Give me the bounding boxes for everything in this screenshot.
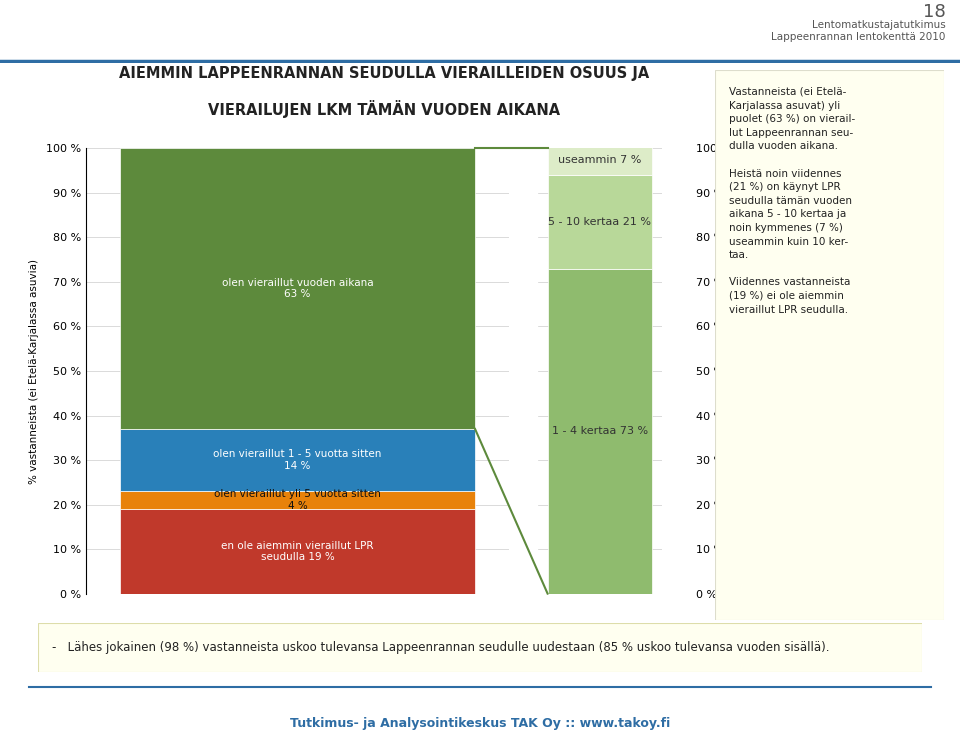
Text: Tutkimus- ja Analysointikeskus TAK Oy :: www.takoy.fi: Tutkimus- ja Analysointikeskus TAK Oy ::… <box>290 717 670 730</box>
Text: Vieraillut aiemmin LPR seudulla? [n=221]: Vieraillut aiemmin LPR seudulla? [n=221] <box>181 625 414 634</box>
Text: olen vieraillut vuoden aikana
63 %: olen vieraillut vuoden aikana 63 % <box>222 278 373 300</box>
Bar <box>120 429 475 491</box>
Text: Vastanneista (ei Etelä-
Karjalassa asuvat) yli
puolet (63 %) on vierail-
lut Lap: Vastanneista (ei Etelä- Karjalassa asuva… <box>729 87 855 315</box>
Text: olen vieraillut 1 - 5 vuotta sitten
14 %: olen vieraillut 1 - 5 vuotta sitten 14 % <box>213 449 382 471</box>
Bar <box>120 148 475 429</box>
Text: useammin 7 %: useammin 7 % <box>559 154 641 165</box>
Text: 18: 18 <box>923 3 946 22</box>
Bar <box>120 509 475 594</box>
Text: olen vieraillut yli 5 vuotta sitten
4 %: olen vieraillut yli 5 vuotta sitten 4 % <box>214 489 381 511</box>
Bar <box>120 491 475 509</box>
Bar <box>547 269 653 594</box>
Bar <box>547 175 653 269</box>
Y-axis label: % vastanneista (vuoden aikana LPR seudulla vierailleet): % vastanneista (vuoden aikana LPR seudul… <box>738 233 748 509</box>
FancyBboxPatch shape <box>38 623 922 672</box>
Text: AIEMMIN LAPPEENRANNAN SEUDULLA VIERAILLEIDEN OSUUS JA: AIEMMIN LAPPEENRANNAN SEUDULLA VIERAILLE… <box>119 66 649 81</box>
Bar <box>547 144 653 175</box>
Text: en ole aiemmin vieraillut LPR
seudulla 19 %: en ole aiemmin vieraillut LPR seudulla 1… <box>222 540 373 562</box>
Y-axis label: % vastanneista (ei Etelä-Karjalassa asuvia): % vastanneista (ei Etelä-Karjalassa asuv… <box>30 258 39 484</box>
FancyBboxPatch shape <box>715 70 944 620</box>
Text: 1 - 4 kertaa 73 %: 1 - 4 kertaa 73 % <box>552 426 648 436</box>
Text: Vierailujen lkm tämän
vuoden aikana [n=138]: Vierailujen lkm tämän vuoden aikana [n=1… <box>534 625 666 646</box>
Text: Lentomatkustajatutkimus
Lappeenrannan lentokenttä 2010: Lentomatkustajatutkimus Lappeenrannan le… <box>771 20 946 42</box>
Text: -   Lähes jokainen (98 %) vastanneista uskoo tulevansa Lappeenrannan seudulle uu: - Lähes jokainen (98 %) vastanneista usk… <box>52 641 829 654</box>
Text: 5 - 10 kertaa 21 %: 5 - 10 kertaa 21 % <box>548 217 652 227</box>
Text: VIERAILUJEN LKM TÄMÄN VUODEN AIKANA: VIERAILUJEN LKM TÄMÄN VUODEN AIKANA <box>208 100 560 118</box>
